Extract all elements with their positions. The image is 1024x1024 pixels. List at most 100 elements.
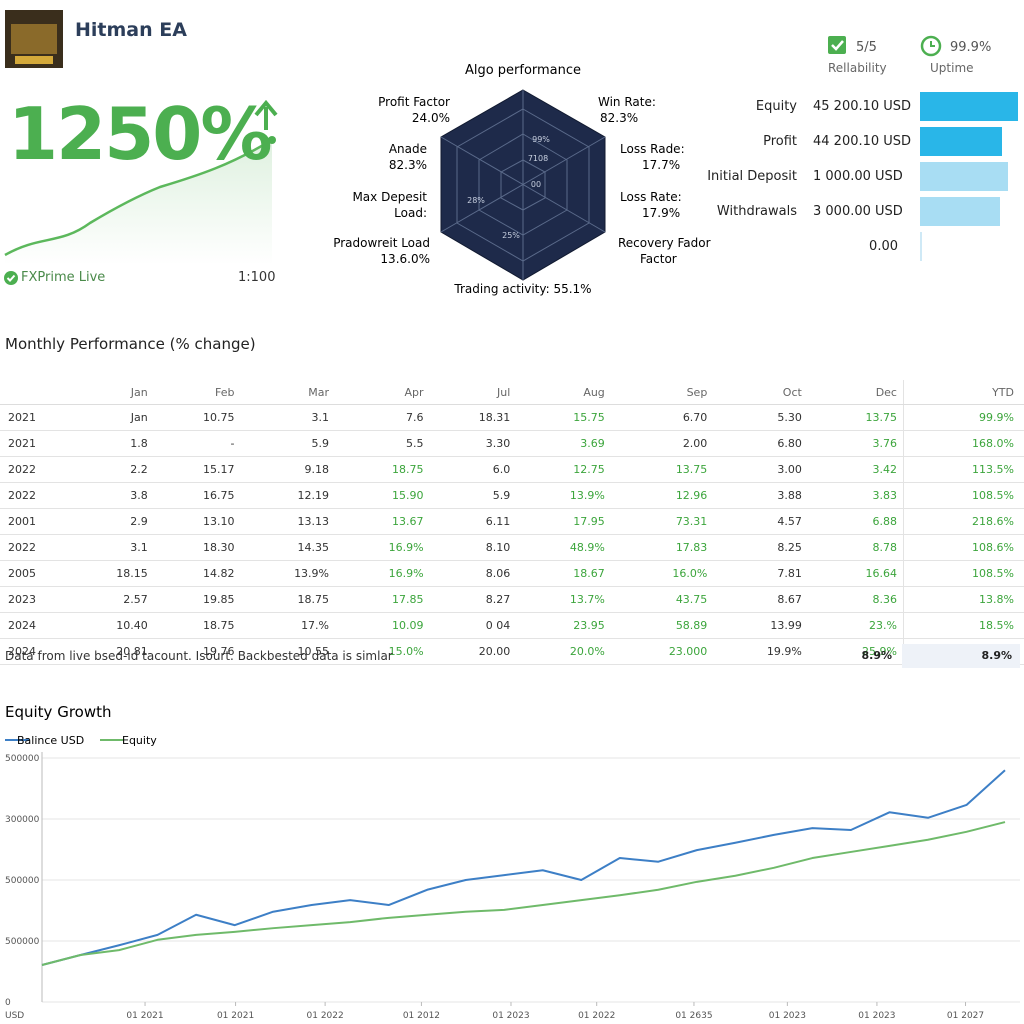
x-tick-label: 01 2012 [403, 1011, 440, 1021]
x-tick-label: 01 2027 [947, 1011, 984, 1021]
x-tick-label: 01 2022 [578, 1011, 615, 1021]
y-tick-label: 500000 [5, 876, 40, 886]
y-tick-label: 0 [5, 998, 11, 1008]
radar-label: Profit Factor [378, 95, 450, 109]
table-cell: 16.9% [335, 560, 430, 587]
table-cell: 18.67 [516, 560, 611, 587]
header-cell: Dec [807, 380, 904, 405]
table-cell: 6.88 [807, 508, 904, 535]
table-cell: 13.13 [240, 508, 336, 535]
table-cell: 3.88 [713, 482, 808, 509]
chart-title: Equity Growth [5, 703, 112, 721]
table-cell: 23.000 [610, 638, 714, 665]
table-cell: 2001 [0, 508, 67, 535]
table-cell: 8.10 [429, 534, 517, 561]
radar-label-value: 13.6.0% [380, 252, 430, 266]
table-cell: 17.% [240, 612, 336, 639]
table-cell: 5.30 [713, 404, 808, 431]
table-cell: 13.10 [153, 508, 241, 535]
stat-bar [920, 92, 1018, 121]
stat-bar [920, 162, 1008, 191]
table-cell: 2005 [0, 560, 67, 587]
table-cell: 12.19 [240, 482, 336, 509]
y-tick-label: 300000 [5, 815, 40, 825]
foot-value: 8.9% [861, 649, 892, 662]
section-title: Monthly Performance (% change) [5, 335, 256, 353]
radar-label-value: 17.9% [642, 206, 680, 220]
uptime-value: 99.9% [950, 40, 992, 55]
table-cell: 3.00 [713, 456, 808, 483]
table-cell: 20.00 [429, 638, 517, 665]
stat-value: 3 000.00 USD [813, 204, 903, 219]
logo [5, 10, 63, 68]
y-tick-label: 500000 [5, 754, 40, 764]
table-cell: 99.9% [902, 404, 1024, 431]
table-cell: 43.75 [610, 586, 714, 613]
foot-value: 8.9% [981, 649, 1012, 662]
radar-inner: 99% [532, 135, 550, 144]
radar: Algo performance Profit Factor 24.0% Win R… [333, 63, 710, 296]
footnote: Data from live bsed‑id tacount. Isourt. … [5, 649, 393, 663]
y-tick-label: 500000 [5, 937, 40, 947]
leverage: 1:100 [238, 270, 276, 285]
table-cell: 6.70 [610, 404, 714, 431]
table-cell: 15.90 [335, 482, 430, 509]
table-cell: 108.5% [902, 560, 1024, 587]
table-cell: 17.85 [335, 586, 430, 613]
table-cell: 2.57 [67, 586, 154, 613]
table-cell: 3.83 [807, 482, 904, 509]
table-cell: 17.95 [516, 508, 611, 535]
table-cell: 8.06 [429, 560, 517, 587]
table-cell: 2022 [0, 534, 67, 561]
table-cell: 0 04 [429, 612, 517, 639]
table-cell: 19.85 [153, 586, 241, 613]
header-cell: Apr [335, 380, 430, 405]
stat-label: Initial Deposit [707, 169, 797, 184]
radar-label-value: Load: [394, 206, 427, 220]
table-cell: 16.64 [807, 560, 904, 587]
header-cell: Feb [153, 380, 241, 405]
table-row: 2001 2.9 13.10 13.13 13.67 6.11 17.95 73.31 4.57… [0, 508, 1024, 535]
table-cell: 1.8 [67, 430, 154, 457]
table-cell: 18.75 [240, 586, 336, 613]
table-cell: 12.96 [610, 482, 714, 509]
table-cell: 218.6% [902, 508, 1024, 535]
radar-inner: 7108 [528, 154, 548, 163]
table-row: 2024 10.40 18.75 17.% 10.09 0 04 23.95 58.89 13.… [0, 612, 1024, 639]
header-cell: Oct [713, 380, 808, 405]
radar-label-value: 82.3% [389, 158, 427, 172]
table-cell: 5.5 [335, 430, 430, 457]
table-cell: 5.9 [429, 482, 517, 509]
header-cell: Aug [516, 380, 611, 405]
table-cell: 15.0% [335, 638, 430, 665]
radar-label: Loss Rate: [620, 190, 682, 204]
table-cell: 3.1 [240, 404, 336, 431]
header-cell [0, 380, 67, 405]
table-cell: 18.31 [429, 404, 517, 431]
table-cell: 10.55 [240, 638, 336, 665]
table-cell: 108.5% [902, 482, 1024, 509]
radar-label-value: Factor [640, 252, 677, 266]
table-cell: 12.75 [516, 456, 611, 483]
stat-value: 45 200.10 USD [813, 99, 912, 114]
table-row: 2024 20.81 19.76 10.55 15.0% 20.00 20.0% 23.000… [0, 638, 1024, 665]
table-cell: 8.27 [429, 586, 517, 613]
table-cell: 16.9% [335, 534, 430, 561]
table-cell: 8.25 [713, 534, 808, 561]
table-cell: 19.9% [713, 638, 808, 665]
radar-label: Win Rate: [598, 95, 656, 109]
x-tick-label: 01 2023 [858, 1011, 895, 1021]
table-cell: 18.75 [335, 456, 430, 483]
uptime-label: Uptime [930, 61, 974, 75]
monthly-table: Jan Feb Mar Apr Jul Aug Sep Oct Dec YTD 2021 Jan 10.… [0, 380, 1024, 665]
radar-label-value: 17.7% [642, 158, 680, 172]
table-cell: 18.5% [902, 612, 1024, 639]
table-cell: 6.0 [429, 456, 517, 483]
legend-label: Equity [122, 734, 157, 747]
table-cell: 3.1 [67, 534, 154, 561]
check-icon [828, 36, 846, 54]
table-cell: 108.6% [902, 534, 1024, 561]
table-cell: 58.89 [610, 612, 714, 639]
table-cell: 20.81 [67, 638, 154, 665]
x-tick-label: 01 2021 [126, 1011, 163, 1021]
